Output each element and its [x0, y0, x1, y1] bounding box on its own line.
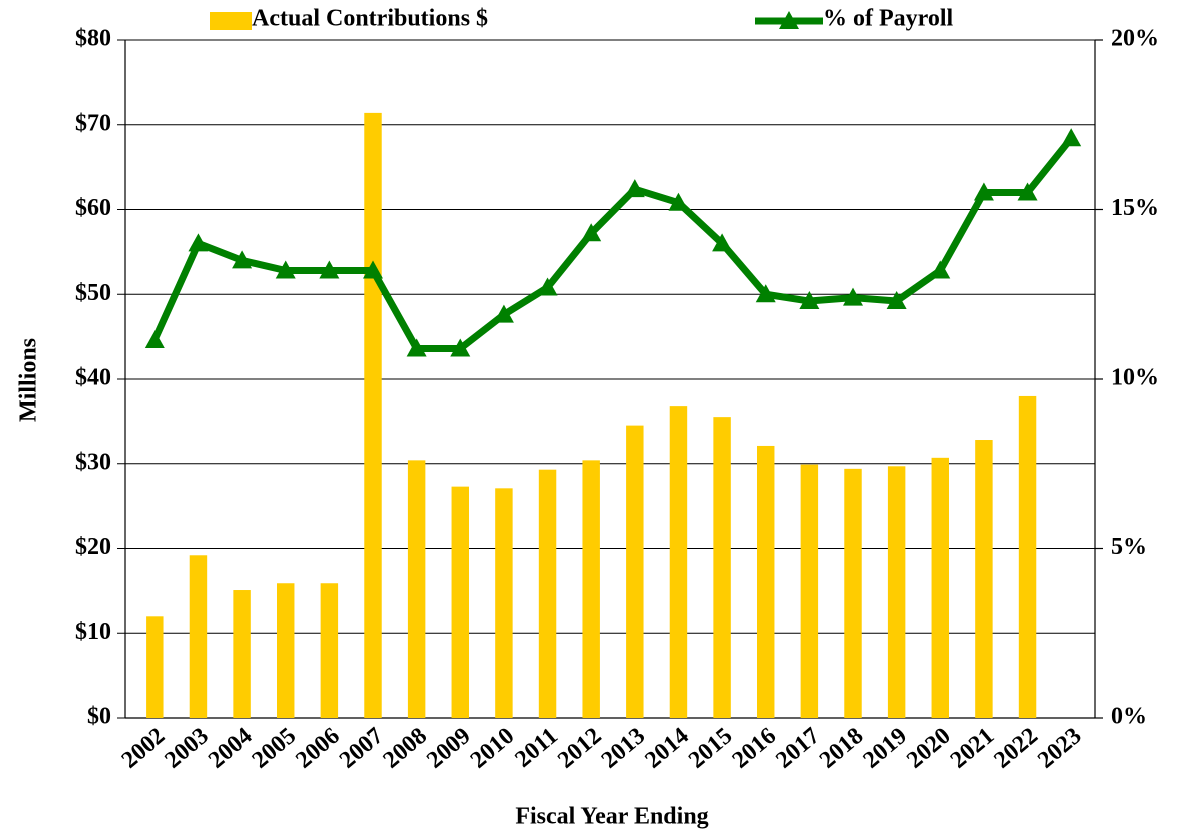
legend-marker — [779, 11, 799, 29]
x-tick-label: 2015 — [684, 723, 737, 774]
y-tick-label: $70 — [75, 110, 111, 136]
x-tick-label: 2012 — [553, 723, 606, 774]
x-axis-label: Fiscal Year Ending — [515, 804, 708, 830]
bar — [713, 417, 731, 718]
x-tick-label: 2021 — [946, 723, 999, 774]
y-tick-label: $40 — [75, 365, 111, 391]
bar — [582, 460, 600, 718]
bar — [1018, 395, 1037, 718]
bar — [844, 468, 862, 718]
line-marker — [581, 223, 602, 242]
line-marker — [843, 287, 863, 306]
y2-tick-label: 10% — [1111, 365, 1159, 391]
bar — [800, 464, 819, 718]
x-tick-label: 2008 — [379, 723, 432, 774]
x-tick-label: 2019 — [859, 723, 912, 774]
line-marker — [493, 304, 514, 323]
bar — [189, 555, 208, 718]
x-tick-label: 2023 — [1033, 723, 1086, 774]
x-tick-label: 2004 — [204, 723, 257, 774]
legend-label: % of Payroll — [823, 6, 954, 32]
bar — [626, 425, 644, 718]
y-tick-label: $20 — [75, 534, 111, 560]
bar — [757, 445, 775, 718]
line-marker — [188, 233, 209, 252]
bar — [364, 112, 382, 718]
bar — [233, 590, 251, 718]
line — [151, 136, 1074, 352]
y2-tick-label: 5% — [1111, 534, 1147, 560]
y-tick-label: $10 — [75, 619, 111, 645]
x-tick-label: 2010 — [466, 723, 519, 774]
y2-tick-label: 0% — [1111, 704, 1147, 730]
bar — [277, 583, 295, 718]
x-tick-label: 2020 — [902, 723, 955, 774]
y-axis-label: Millions — [16, 338, 42, 422]
line-marker — [1061, 128, 1082, 147]
bar — [146, 616, 164, 718]
bar — [407, 460, 426, 718]
y-tick-label: $60 — [75, 195, 111, 221]
bar — [495, 488, 513, 718]
bar — [320, 583, 339, 718]
x-tick-label: 2022 — [989, 723, 1042, 774]
y-tick-label: $0 — [87, 704, 111, 730]
y-tick-label: $50 — [75, 280, 111, 306]
line-marker — [973, 182, 994, 201]
x-tick-label: 2005 — [248, 723, 301, 774]
x-tick-label: 2011 — [510, 723, 562, 773]
line-marker — [668, 192, 689, 211]
line-marker — [450, 338, 471, 357]
x-tick-label: 2009 — [422, 723, 475, 774]
bar — [451, 486, 469, 718]
x-tick-label: 2002 — [117, 723, 170, 774]
line-marker — [1017, 182, 1038, 201]
line-marker — [755, 284, 776, 303]
bar — [887, 466, 906, 718]
line-marker — [319, 260, 340, 279]
x-tick-label: 2006 — [291, 723, 344, 774]
line-marker — [930, 260, 951, 279]
legend-label: Actual Contributions $ — [252, 6, 488, 32]
bar — [975, 440, 993, 718]
bar — [931, 457, 949, 718]
x-tick-label: 2003 — [160, 723, 213, 774]
line-marker — [363, 260, 383, 279]
bar — [538, 469, 557, 718]
y-tick-label: $80 — [75, 26, 111, 52]
x-tick-label: 2016 — [728, 723, 781, 774]
y-tick-label: $30 — [75, 449, 111, 475]
x-tick-label: 2018 — [815, 723, 868, 774]
line-marker — [144, 330, 165, 349]
line-marker — [537, 277, 558, 296]
line-marker — [624, 179, 645, 198]
line-marker — [275, 260, 296, 279]
x-tick-label: 2007 — [335, 723, 388, 774]
line-marker — [886, 291, 907, 310]
line-marker — [799, 291, 820, 310]
legend-swatch — [210, 12, 252, 30]
x-tick-label: 2017 — [771, 723, 824, 774]
line-marker — [406, 338, 427, 357]
x-tick-label: 2013 — [597, 723, 650, 774]
x-tick-label: 2014 — [640, 723, 693, 774]
line-marker — [232, 250, 253, 269]
y2-tick-label: 15% — [1111, 195, 1159, 221]
y2-tick-label: 20% — [1111, 26, 1159, 52]
line-marker — [712, 233, 733, 252]
bar — [669, 406, 688, 718]
